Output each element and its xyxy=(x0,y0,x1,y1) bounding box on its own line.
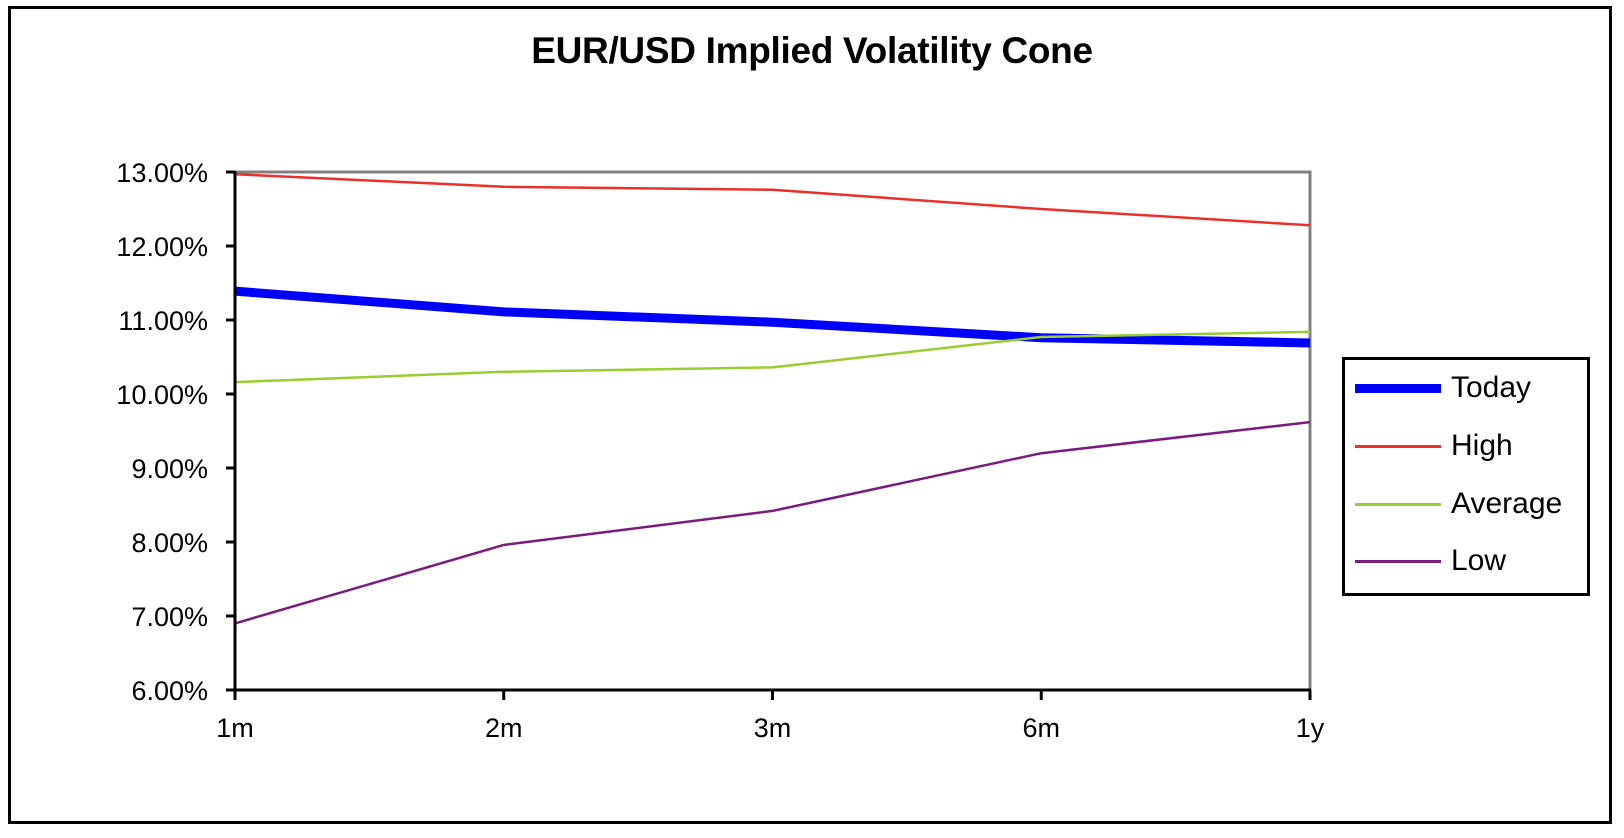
legend-label-average: Average xyxy=(1451,487,1563,520)
chart-title: EUR/USD Implied Volatility Cone xyxy=(531,30,1093,71)
x-tick-label: 3m xyxy=(754,713,792,743)
legend-item-high: High xyxy=(1355,426,1513,466)
legend-swatch-low xyxy=(1355,559,1441,563)
y-tick-label: 6.00% xyxy=(131,676,208,706)
y-tick-label: 9.00% xyxy=(131,454,208,484)
x-tick-label: 1m xyxy=(216,713,254,743)
legend-item-today: Today xyxy=(1355,368,1531,408)
y-tick-label: 10.00% xyxy=(116,380,208,410)
legend-item-low: Low xyxy=(1355,541,1506,581)
series-line-average xyxy=(234,330,1311,384)
legend-swatch-today xyxy=(1355,383,1441,393)
legend-item-average: Average xyxy=(1355,484,1562,524)
legend-label-today: Today xyxy=(1451,371,1532,404)
y-tick-label: 13.00% xyxy=(116,158,208,188)
legend-label-low: Low xyxy=(1451,544,1507,577)
series-line-today xyxy=(234,286,1311,348)
series-lines xyxy=(234,172,1311,625)
axes: 6.00% 7.00% 8.00% 9.00% 10.00% 11.00% 12.00% 13… xyxy=(116,158,1324,743)
plot-frame xyxy=(235,170,1312,690)
y-tick-label: 12.00% xyxy=(116,232,208,262)
series-line-high xyxy=(234,172,1311,227)
x-tick-label: 2m xyxy=(485,713,523,743)
y-tick-label: 11.00% xyxy=(118,306,208,336)
y-tick-label: 8.00% xyxy=(131,528,208,558)
plot-border xyxy=(235,170,1312,690)
legend-swatch-average xyxy=(1355,502,1441,506)
y-tick-label: 7.00% xyxy=(131,602,208,632)
legend: Today High Average Low xyxy=(1342,357,1590,596)
x-tick-label: 6m xyxy=(1022,713,1060,743)
legend-swatch-high xyxy=(1355,444,1441,448)
legend-label-high: High xyxy=(1451,429,1513,462)
x-tick-label: 1y xyxy=(1296,713,1325,743)
series-line-low xyxy=(234,420,1311,625)
